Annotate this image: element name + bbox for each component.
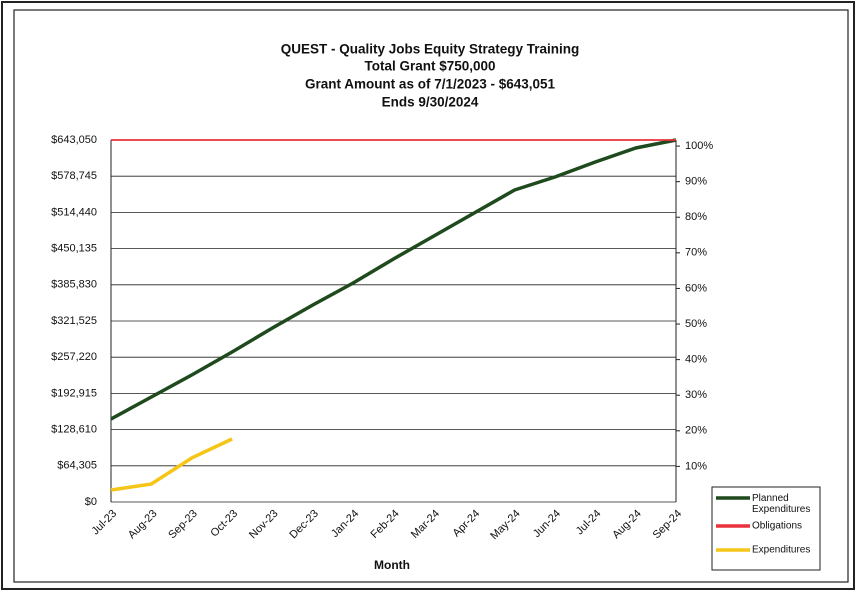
y2-tick-label: 70%	[685, 247, 707, 259]
legend-box	[711, 486, 821, 571]
y-tick-label: $578,745	[51, 170, 97, 182]
x-tick-label: Aug-24	[610, 508, 644, 542]
x-tick-label: Sep-23	[166, 508, 200, 542]
y2-tick-label: 30%	[685, 389, 707, 401]
y2-tick-label: 100%	[685, 140, 713, 152]
y-tick-label: $257,220	[51, 351, 97, 363]
x-tick-label: Oct-23	[208, 508, 240, 540]
chart-subtitle: Grant Amount as of 7/1/2023 - $643,051	[305, 77, 556, 92]
y2-tick-label: 50%	[685, 318, 707, 330]
x-tick-label: Dec-23	[287, 508, 321, 542]
y2-tick-label: 90%	[685, 176, 707, 188]
legend-label: Obligations	[752, 521, 802, 532]
chart-subtitle: Total Grant $750,000	[364, 59, 495, 74]
legend-label: Expenditures	[752, 545, 810, 556]
x-tick-label: Mar-24	[409, 508, 442, 541]
x-tick-label: Feb-24	[369, 508, 402, 541]
x-tick-label: Jan-24	[329, 508, 361, 540]
y-tick-label: $192,915	[51, 387, 97, 399]
x-tick-label: Jul-23	[89, 508, 119, 538]
y-tick-label: $450,135	[51, 243, 97, 255]
y-tick-label: $128,610	[51, 424, 97, 436]
x-axis-label: Month	[374, 558, 410, 572]
x-tick-label: Apr-24	[451, 508, 483, 540]
y-tick-label: $643,050	[51, 134, 97, 146]
y-tick-label: $64,305	[57, 460, 97, 472]
y2-tick-label: 60%	[685, 282, 707, 294]
y-tick-label: $514,440	[51, 206, 97, 218]
legend-label: Planned Expenditures	[752, 493, 810, 515]
y2-tick-label: 40%	[685, 354, 707, 366]
chart-subtitle: Ends 9/30/2024	[382, 95, 479, 110]
x-tick-label: Jun-24	[531, 508, 563, 540]
chart-title: QUEST - Quality Jobs Equity Strategy Tra…	[281, 42, 580, 57]
chart-frame	[13, 9, 849, 583]
x-tick-label: May-24	[488, 508, 522, 542]
series-line	[110, 138, 677, 421]
y-tick-label: $385,830	[51, 279, 97, 291]
x-tick-label: Sep-24	[651, 508, 685, 542]
y2-tick-label: 80%	[685, 211, 707, 223]
series-line	[110, 437, 233, 492]
x-tick-label: Aug-23	[126, 508, 160, 542]
y-tick-label: $0	[85, 496, 97, 508]
x-tick-label: Jul-24	[574, 508, 604, 538]
y-tick-label: $321,525	[51, 315, 97, 327]
y2-tick-label: 20%	[685, 425, 707, 437]
x-tick-label: Nov-23	[247, 508, 281, 542]
y2-tick-label: 10%	[685, 460, 707, 472]
